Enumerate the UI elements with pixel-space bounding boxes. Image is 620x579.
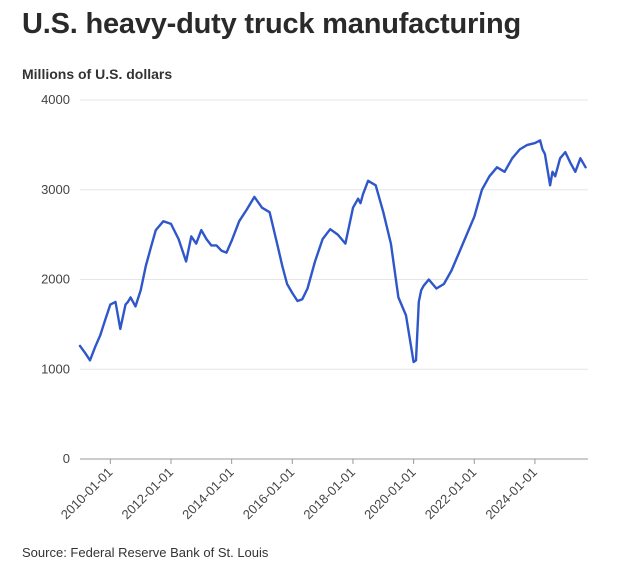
x-tick-label: 2016-01-01 bbox=[240, 465, 298, 523]
x-tick-labels: 2010-01-01 2012-01-01 2014-01-01 2016-01-01… bbox=[58, 465, 540, 523]
x-tick-label: 2012-01-01 bbox=[118, 465, 176, 523]
source-note: Source: Federal Reserve Bank of St. Loui… bbox=[22, 545, 269, 560]
y-tick-label: 3000 bbox=[41, 182, 70, 197]
series-layer bbox=[78, 139, 587, 364]
chart-title: U.S. heavy-duty truck manufacturing bbox=[22, 8, 521, 40]
x-tick-label: 2024-01-01 bbox=[482, 465, 540, 523]
grid-lines bbox=[80, 99, 588, 370]
y-tick-labels: 0 1000 2000 3000 4000 bbox=[41, 92, 70, 466]
series-line bbox=[78, 139, 587, 364]
y-tick-label: 0 bbox=[63, 451, 70, 466]
x-tick-label: 2022-01-01 bbox=[422, 465, 480, 523]
y-axis-units-label: Millions of U.S. dollars bbox=[22, 66, 173, 82]
y-tick-label: 2000 bbox=[41, 272, 70, 287]
y-tick-label: 4000 bbox=[41, 92, 70, 107]
x-tick-label: 2018-01-01 bbox=[300, 465, 358, 523]
axes bbox=[80, 458, 588, 464]
x-tick-label: 2010-01-01 bbox=[58, 465, 116, 523]
x-tick-label: 2020-01-01 bbox=[361, 465, 419, 523]
y-tick-label: 1000 bbox=[41, 361, 70, 376]
x-tick-label: 2014-01-01 bbox=[179, 465, 237, 523]
